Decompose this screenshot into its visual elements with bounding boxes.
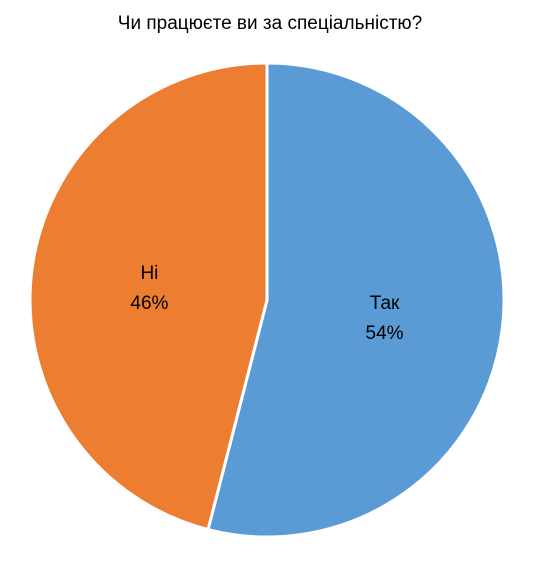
slice-category-label: Ні [140, 263, 158, 284]
slice-category-label: Так [370, 293, 400, 314]
pie-labels: Так 54% Ні 46% [130, 263, 403, 344]
pie-slices [28, 61, 506, 539]
pie-slice-2 [28, 61, 269, 532]
slice-value-label: 54% [366, 323, 404, 344]
pie-slice-1 [206, 61, 506, 539]
chart-title: Чи працюєте ви за спеціальністю? [117, 13, 423, 34]
slice-value-label: 46% [130, 293, 168, 314]
